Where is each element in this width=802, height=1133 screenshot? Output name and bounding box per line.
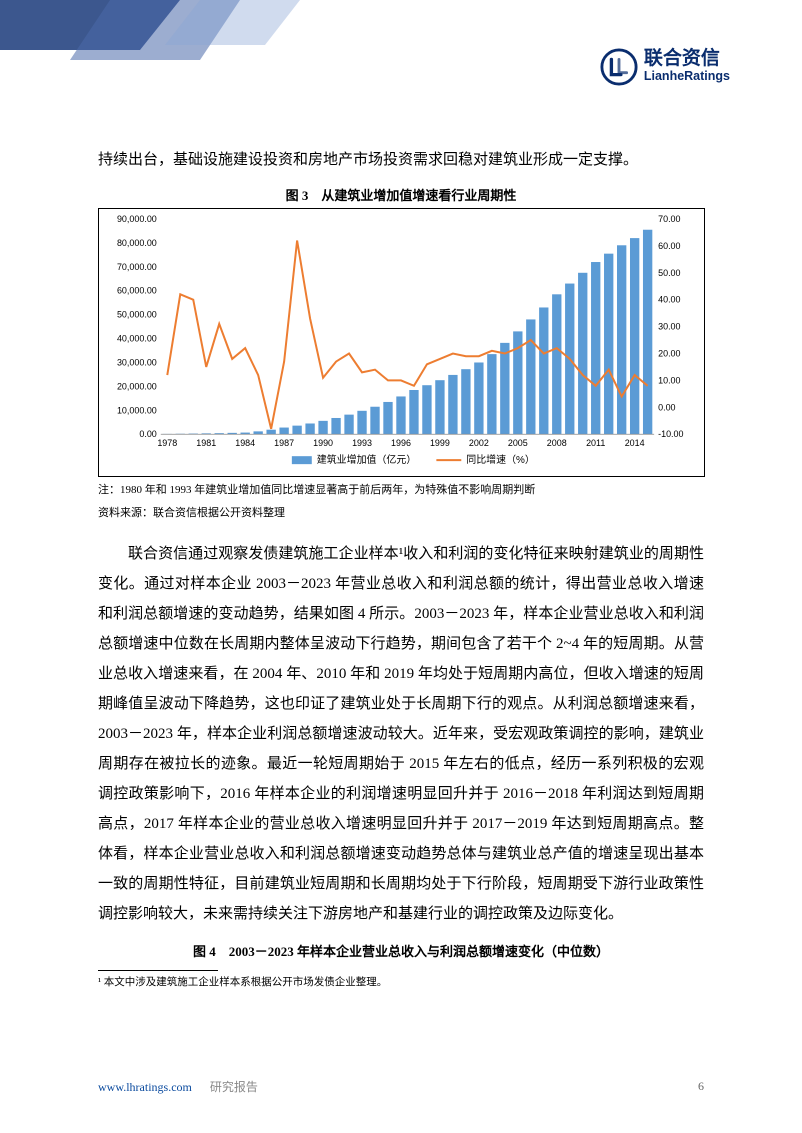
svg-text:10,000.00: 10,000.00 xyxy=(117,406,157,416)
svg-text:50.00: 50.00 xyxy=(658,268,680,278)
svg-text:同比增速（%）: 同比增速（%） xyxy=(466,453,535,466)
svg-text:1981: 1981 xyxy=(196,438,216,448)
body-paragraph: 联合资信通过观察发债建筑施工企业样本¹收入和利润的变化特征来映射建筑业的周期性变… xyxy=(98,539,704,929)
svg-text:1987: 1987 xyxy=(274,438,294,448)
svg-text:2008: 2008 xyxy=(547,438,567,448)
svg-text:60.00: 60.00 xyxy=(658,241,680,251)
svg-text:60,000.00: 60,000.00 xyxy=(117,286,157,296)
page-number: 6 xyxy=(698,1079,704,1094)
svg-text:1984: 1984 xyxy=(235,438,255,448)
svg-text:建筑业增加值（亿元）: 建筑业增加值（亿元） xyxy=(317,453,417,466)
footer-label: 研究报告 xyxy=(210,1080,258,1094)
svg-text:1990: 1990 xyxy=(313,438,333,448)
svg-text:30.00: 30.00 xyxy=(658,322,680,332)
lead-paragraph: 持续出台，基础设施建设投资和房地产市场投资需求回稳对建筑业形成一定支撑。 xyxy=(98,148,704,171)
company-logo: 联合资信 LianheRatings xyxy=(600,48,730,86)
svg-text:70.00: 70.00 xyxy=(658,214,680,224)
footnote-rule xyxy=(98,970,218,971)
footnote-text: ¹ 本文中涉及建筑施工企业样本系根据公开市场发债企业整理。 xyxy=(98,974,704,989)
chart4-title: 图 4 2003－2023 年样本企业营业总收入与利润总额增速变化（中位数） xyxy=(98,941,704,960)
svg-text:1978: 1978 xyxy=(157,438,177,448)
main-content: 持续出台，基础设施建设投资和房地产市场投资需求回稳对建筑业形成一定支撑。 图 3… xyxy=(98,148,704,989)
footer-left: www.lhratings.com 研究报告 xyxy=(98,1078,258,1095)
svg-text:1999: 1999 xyxy=(430,438,450,448)
chart3-title: 图 3 从建筑业增加值增速看行业周期性 xyxy=(98,185,704,204)
logo-text-en: LianheRatings xyxy=(644,68,730,84)
svg-text:10.00: 10.00 xyxy=(658,376,680,386)
logo-icon xyxy=(600,48,638,86)
logo-text-cn: 联合资信 xyxy=(644,49,730,68)
svg-text:20,000.00: 20,000.00 xyxy=(117,382,157,392)
svg-text:1993: 1993 xyxy=(352,438,372,448)
svg-text:80,000.00: 80,000.00 xyxy=(117,238,157,248)
svg-text:-10.00: -10.00 xyxy=(658,429,683,439)
svg-text:2002: 2002 xyxy=(469,438,489,448)
svg-text:40.00: 40.00 xyxy=(658,295,680,305)
svg-text:70,000.00: 70,000.00 xyxy=(117,262,157,272)
footer-url: www.lhratings.com xyxy=(98,1080,192,1094)
header-decoration xyxy=(0,0,320,70)
svg-text:90,000.00: 90,000.00 xyxy=(117,214,157,224)
svg-text:1996: 1996 xyxy=(391,438,411,448)
chart3-container: 0.00 10,000.00 20,000.00 30,000.00 40,000.00… xyxy=(98,208,705,476)
svg-text:0.00: 0.00 xyxy=(139,429,156,439)
svg-text:2014: 2014 xyxy=(625,438,645,448)
svg-text:20.00: 20.00 xyxy=(658,349,680,359)
svg-text:40,000.00: 40,000.00 xyxy=(117,334,157,344)
svg-text:30,000.00: 30,000.00 xyxy=(117,358,157,368)
chart3-note2: 资料来源：联合资信根据公开资料整理 xyxy=(98,505,704,522)
svg-text:50,000.00: 50,000.00 xyxy=(117,310,157,320)
svg-text:0.00: 0.00 xyxy=(658,403,675,413)
page-footer: www.lhratings.com 研究报告 6 xyxy=(98,1078,704,1095)
svg-text:2005: 2005 xyxy=(508,438,528,448)
svg-text:2011: 2011 xyxy=(586,438,605,448)
chart3-note1: 注：1980 年和 1993 年建筑业增加值同比增速显著高于前后两年，为特殊值不… xyxy=(98,482,704,499)
